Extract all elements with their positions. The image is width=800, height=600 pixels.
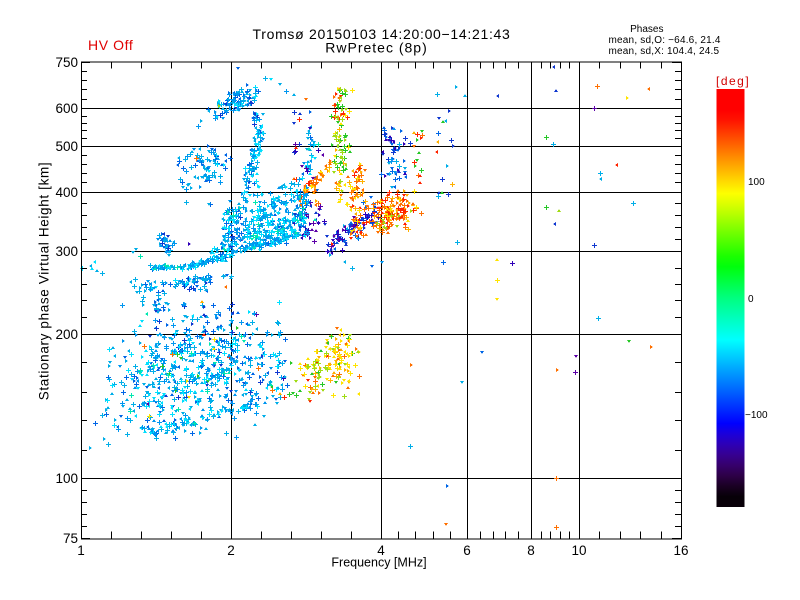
svg-text:200: 200	[55, 327, 78, 342]
svg-text:Stationary phase Virtual Heigh: Stationary phase Virtual Height [km]	[37, 162, 52, 401]
svg-text:10: 10	[571, 543, 586, 558]
svg-text:400: 400	[55, 185, 78, 200]
svg-text:mean, sd,X: 104.4, 24.5: mean, sd,X: 104.4, 24.5	[609, 46, 720, 57]
svg-text:−100: −100	[745, 410, 768, 421]
svg-text:6: 6	[463, 543, 471, 558]
svg-text:Frequency [MHz]: Frequency [MHz]	[331, 556, 426, 570]
svg-text:600: 600	[55, 101, 78, 116]
svg-text:0: 0	[748, 294, 754, 305]
svg-text:500: 500	[55, 139, 78, 154]
svg-text:100: 100	[748, 177, 765, 188]
svg-text:mean, sd,O: −64.6, 21.4: mean, sd,O: −64.6, 21.4	[609, 35, 721, 46]
svg-text:HV Off: HV Off	[88, 37, 133, 53]
svg-text:1: 1	[77, 543, 85, 558]
svg-text:750: 750	[55, 55, 78, 70]
svg-text:Tromsø 20150103 14:20:00−14:21: Tromsø 20150103 14:20:00−14:21:43	[252, 26, 510, 42]
svg-text:300: 300	[55, 244, 78, 259]
svg-text:100: 100	[55, 471, 78, 486]
svg-text:2: 2	[227, 543, 235, 558]
svg-text:4: 4	[377, 543, 385, 558]
svg-text:16: 16	[673, 543, 688, 558]
svg-text:RwPretec (8p): RwPretec (8p)	[325, 40, 427, 56]
svg-text:8: 8	[527, 543, 535, 558]
svg-text:Phases: Phases	[630, 24, 663, 35]
svg-text:75: 75	[63, 531, 78, 546]
svg-text:[deg]: [deg]	[716, 74, 750, 88]
